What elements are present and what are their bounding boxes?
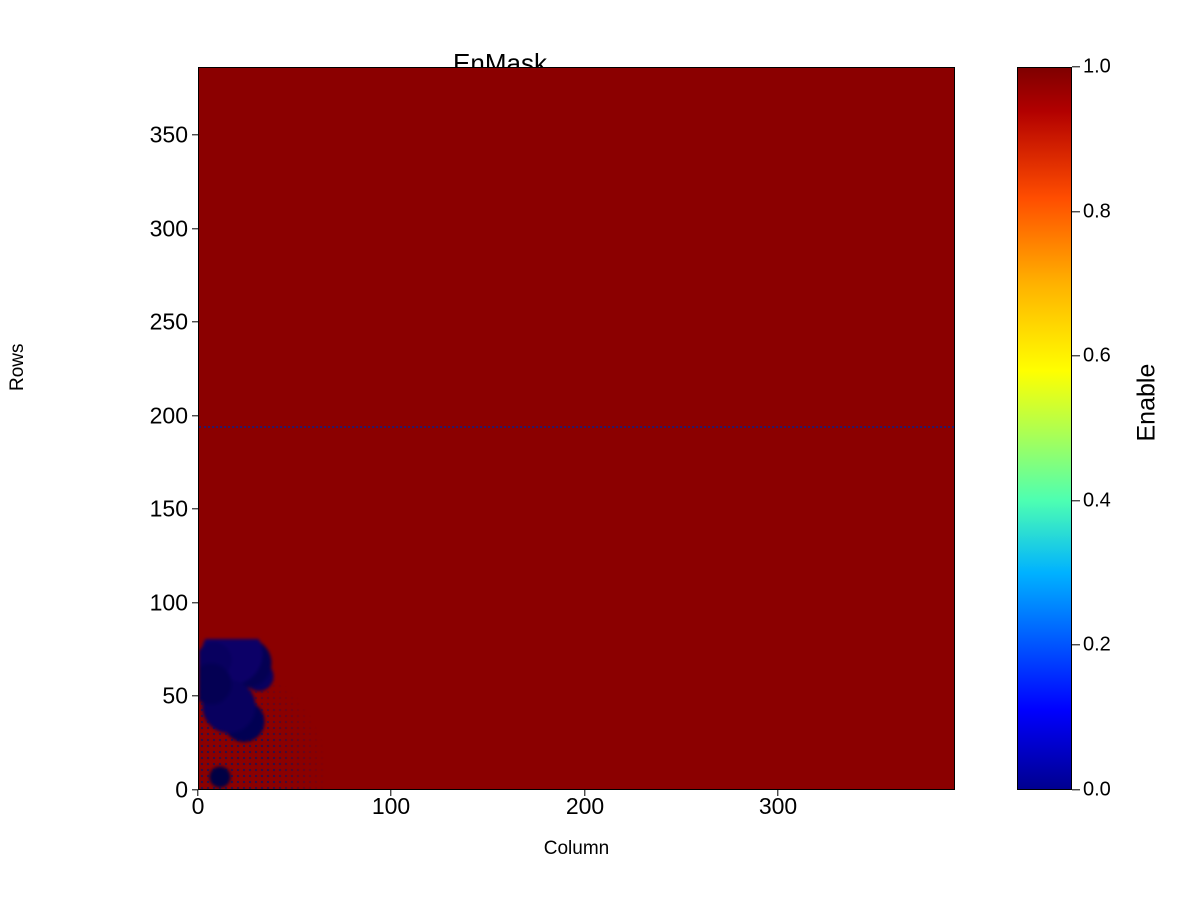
- x-tick-label-0: 0: [192, 793, 205, 820]
- y-tick-label-5: 250: [0, 309, 198, 336]
- cb-tick-label-3: 0.6: [1083, 345, 1111, 368]
- y-axis-label: Rows: [7, 343, 29, 391]
- y-tick-mark-6: [192, 228, 198, 229]
- y-tick-mark-1: [192, 695, 198, 696]
- y-tick-label-7: 350: [0, 122, 198, 149]
- y-tick-mark-4: [192, 415, 198, 416]
- colorbar-widget[interactable]: 0.0 0.2 0.4 0.6 0.8 1.0 Enable: [1017, 67, 1072, 790]
- enmask-heatmap-root: EnMask Rows 0 50 100 150 200 250 300 350…: [0, 0, 1200, 900]
- y-tick-label-0: 0: [0, 777, 198, 804]
- x-tick-mark-0: [197, 790, 198, 796]
- cb-tick-label-4: 0.8: [1083, 201, 1111, 224]
- y-tick-label-1: 50: [0, 683, 198, 710]
- cb-tick-mark-5: [1072, 66, 1080, 67]
- x-tick-label-1: 100: [372, 793, 410, 820]
- mask-blob-cluster: [199, 639, 349, 789]
- cb-tick-label-5: 1.0: [1083, 56, 1111, 79]
- colorbar-title: Enable: [1133, 364, 1162, 442]
- cb-tick-label-2: 0.4: [1083, 490, 1111, 513]
- cb-tick-label-0: 0.0: [1083, 779, 1111, 802]
- cb-tick-mark-2: [1072, 500, 1080, 501]
- cb-tick-mark-0: [1072, 789, 1080, 790]
- x-tick-mark-1: [390, 790, 391, 796]
- y-tick-mark-2: [192, 602, 198, 603]
- cb-tick-mark-1: [1072, 644, 1080, 645]
- x-tick-label-2: 200: [566, 793, 604, 820]
- y-tick-label-3: 150: [0, 496, 198, 523]
- y-tick-label-4: 200: [0, 403, 198, 430]
- y-tick-mark-7: [192, 134, 198, 135]
- colorbar-gradient: [1017, 67, 1072, 790]
- y-tick-mark-3: [192, 508, 198, 509]
- mask-dotted-line-annotation: [199, 426, 954, 428]
- x-axis-label: Column: [198, 838, 955, 860]
- cb-tick-mark-3: [1072, 355, 1080, 356]
- y-tick-label-6: 300: [0, 216, 198, 243]
- x-tick-label-3: 300: [759, 793, 797, 820]
- x-tick-mark-2: [584, 790, 585, 796]
- x-tick-mark-3: [777, 790, 778, 796]
- cb-tick-mark-4: [1072, 211, 1080, 212]
- cb-tick-label-1: 0.2: [1083, 634, 1111, 657]
- y-tick-label-2: 100: [0, 590, 198, 617]
- y-tick-mark-5: [192, 321, 198, 322]
- heatmap-plot-area[interactable]: [198, 67, 955, 790]
